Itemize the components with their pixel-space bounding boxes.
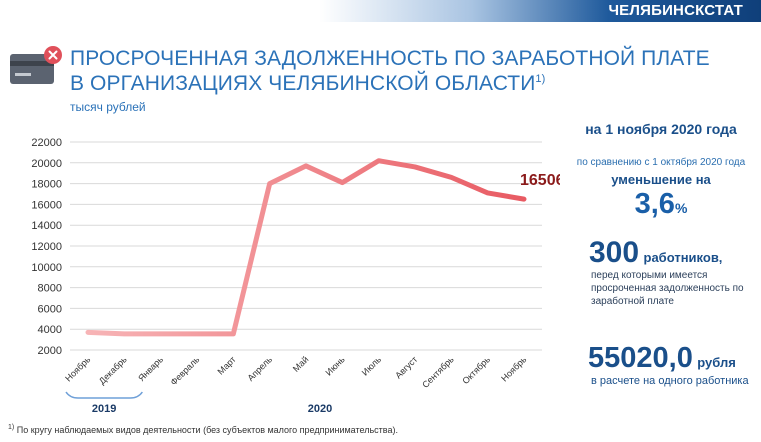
x-tick-label: Февраль: [168, 354, 201, 387]
title-footnote-mark: 1): [535, 73, 546, 85]
x-tick-label: Сентябрь: [420, 354, 456, 390]
x-tick-label: Март: [215, 354, 237, 376]
year-label: 2019: [92, 403, 116, 415]
x-tick-label: Июль: [360, 354, 384, 378]
title-line-2: В ОРГАНИЗАЦИЯХ ЧЕЛЯБИНСКОЙ ОБЛАСТИ: [70, 72, 536, 95]
y-tick-label: 10000: [31, 262, 62, 274]
footnote-text: По кругу наблюдаемых видов деятельности …: [16, 425, 398, 435]
y-tick-label: 16000: [31, 199, 62, 211]
workers-count: 300: [589, 236, 640, 269]
per-worker-unit: рубля: [697, 355, 736, 370]
x-tick-label: Июнь: [323, 354, 346, 377]
workers-label: работников,: [643, 250, 723, 265]
x-tick-label: Октябрь: [460, 354, 492, 386]
page-title: ПРОСРОЧЕННАЯ ЗАДОЛЖЕННОСТЬ ПО ЗАРАБОТНОЙ…: [70, 46, 710, 96]
footnote: 1) По кругу наблюдаемых видов деятельнос…: [8, 424, 398, 435]
y-tick-label: 2000: [38, 345, 62, 357]
footnote-mark: 1): [8, 424, 15, 431]
per-worker-value: 55020,0: [588, 342, 693, 374]
series-line: [85, 158, 527, 337]
last-value-label: 16506: [520, 172, 560, 189]
title-line-1: ПРОСРОЧЕННАЯ ЗАДОЛЖЕННОСТЬ ПО ЗАРАБОТНОЙ…: [70, 47, 710, 70]
percent-value: 3,6: [634, 188, 675, 220]
y-tick-label: 6000: [38, 303, 62, 315]
line-chart: 2000 4000 6000 8000 10000 12000 14000 16000 1800…: [31, 137, 560, 415]
x-tick-label: Ноябрь: [63, 354, 92, 383]
workers-count-block: 300 работников,: [589, 236, 722, 270]
year-label: 2020: [308, 403, 332, 415]
y-tick-label: 22000: [31, 137, 62, 149]
org-name: ЧЕЛЯБИНСКСТАТ: [608, 2, 743, 19]
unit-label: тысяч рублей: [70, 100, 146, 114]
x-tick-label: Август: [393, 354, 419, 380]
per-worker-block: 55020,0 рубля: [588, 342, 736, 375]
x-tick-label: Апрель: [245, 354, 274, 383]
workers-description: перед которыми имеется просроченная задо…: [591, 270, 744, 307]
y-tick-label: 20000: [31, 158, 62, 170]
x-tick-label: Ноябрь: [499, 354, 528, 383]
summary-percent: 3,6%: [561, 188, 761, 221]
y-tick-label: 18000: [31, 179, 62, 191]
y-tick-label: 14000: [31, 220, 62, 232]
percent-sign: %: [674, 200, 688, 216]
summary-date: на 1 ноября 2020 года: [585, 121, 737, 137]
year-bracket: [65, 391, 143, 399]
x-tick-label: Январь: [136, 354, 165, 383]
credit-card-declined-icon: [10, 46, 62, 84]
summary-decrease: уменьшение на: [611, 172, 711, 187]
header-bar: ЧЕЛЯБИНСКСТАТ: [0, 0, 761, 22]
x-tick-label: Май: [291, 354, 311, 374]
per-worker-description: в расчете на одного работника: [591, 375, 749, 387]
y-tick-label: 8000: [38, 283, 62, 295]
summary-panel: на 1 ноября 2020 года по сравнению с 1 о…: [561, 0, 761, 442]
y-tick-label: 4000: [38, 324, 62, 336]
summary-compare: по сравнению с 1 октября 2020 года: [576, 157, 746, 168]
x-tick-label: Декабрь: [97, 354, 129, 386]
y-tick-label: 12000: [31, 241, 62, 253]
